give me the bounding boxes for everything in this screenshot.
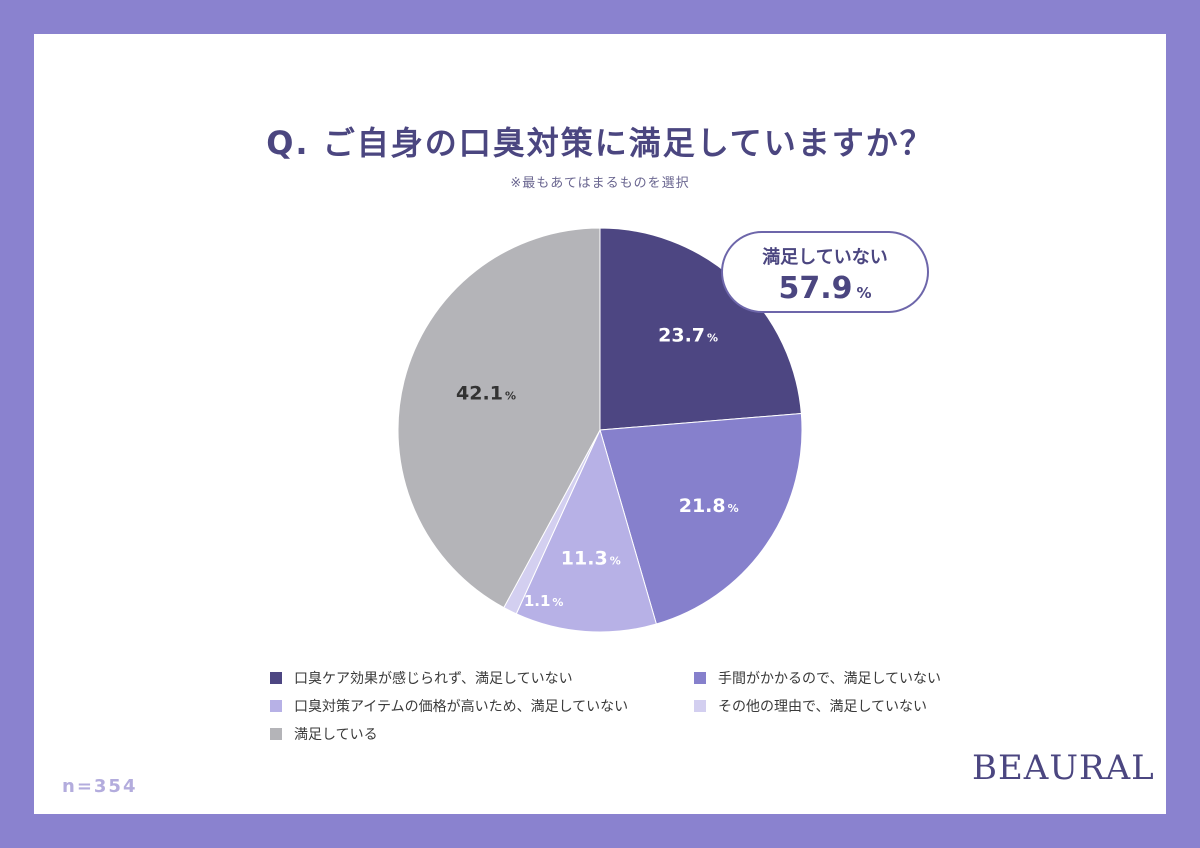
sample-size: n=354 xyxy=(62,776,138,797)
legend-item: 手間がかかるので、満足していない xyxy=(694,668,941,688)
legend-label: 口臭対策アイテムの価格が高いため、満足していない xyxy=(294,699,629,715)
brand-logo: BEAURAL xyxy=(972,748,1155,788)
legend-label: その他の理由で、満足していない xyxy=(718,699,928,715)
legend-swatch xyxy=(270,672,282,684)
slice-value-label: 1.1% xyxy=(524,592,564,610)
legend-item: 口臭対策アイテムの価格が高いため、満足していない xyxy=(270,696,628,716)
legend-swatch xyxy=(270,700,282,712)
legend-label: 満足している xyxy=(294,727,378,743)
legend-swatch xyxy=(270,728,282,740)
slice-value-label: 21.8% xyxy=(679,495,739,517)
legend-item: 口臭ケア効果が感じられず、満足していない xyxy=(270,668,573,688)
chart-title: Q. ご自身の口臭対策に満足していますか？ xyxy=(266,124,934,162)
slice-value-label: 11.3% xyxy=(561,548,621,570)
chart-subtitle: ※最もあてはまるものを選択 xyxy=(510,176,690,191)
pie-slice xyxy=(397,227,601,609)
callout-label: 満足していない xyxy=(762,246,887,268)
callout-value: 57.9% xyxy=(778,271,871,306)
legend-label: 口臭ケア効果が感じられず、満足していない xyxy=(294,671,573,687)
legend-item: 満足している xyxy=(270,724,378,744)
legend-swatch xyxy=(694,672,706,684)
legend-item: その他の理由で、満足していない xyxy=(694,696,927,716)
legend-swatch xyxy=(694,700,706,712)
legend-label: 手間がかかるので、満足していない xyxy=(718,671,942,687)
pie-slice xyxy=(599,412,803,625)
callout-bubble: 満足していない 57.9% xyxy=(721,231,929,313)
slice-value-label: 23.7% xyxy=(658,324,718,346)
slice-value-label: 42.1% xyxy=(456,382,516,404)
pie-slice xyxy=(515,428,657,633)
